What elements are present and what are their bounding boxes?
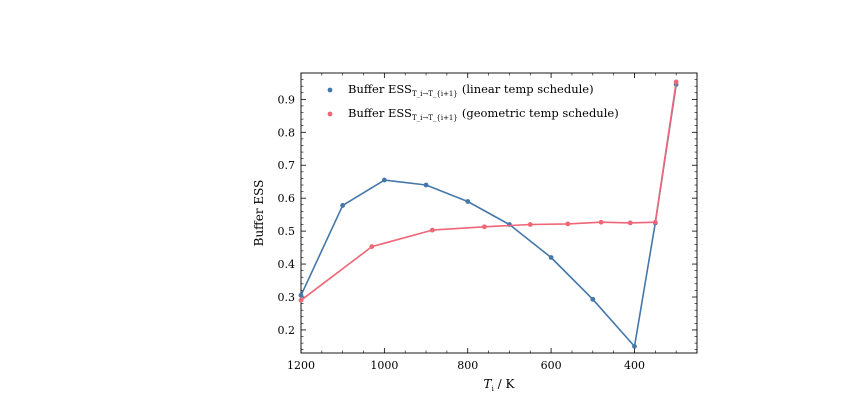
y-tick-label: 0.9 xyxy=(278,93,296,106)
y-tick-label: 0.8 xyxy=(278,126,296,139)
data-point xyxy=(369,244,375,250)
data-point xyxy=(423,182,429,188)
y-tick-label: 0.4 xyxy=(278,258,296,271)
legend-marker xyxy=(327,111,333,117)
data-point xyxy=(548,255,554,260)
legend-entry: Buffer ESST_i→T_{i+1} (linear temp schedu… xyxy=(348,82,594,98)
y-tick-label: 0.5 xyxy=(278,225,296,238)
data-point xyxy=(298,292,304,298)
data-point xyxy=(482,224,487,230)
x-tick-label: 600 xyxy=(541,359,562,372)
data-point xyxy=(673,79,679,85)
data-point xyxy=(590,296,596,302)
x-tick-label: 1200 xyxy=(287,359,315,372)
y-axis-label: Buffer ESS xyxy=(252,180,266,247)
data-point xyxy=(465,199,471,204)
legend: Buffer ESST_i→T_{i+1} (linear temp schedu… xyxy=(327,82,619,122)
legend-marker xyxy=(327,87,333,93)
x-tick-label: 800 xyxy=(457,359,478,372)
data-point xyxy=(298,297,304,303)
data-point xyxy=(340,203,346,208)
series-line-1 xyxy=(300,84,677,348)
x-tick-label: 400 xyxy=(624,359,645,372)
y-tick-label: 0.2 xyxy=(278,324,296,337)
series-line-2 xyxy=(300,81,677,301)
series-layer xyxy=(298,79,679,349)
y-tick-label: 0.3 xyxy=(278,291,296,304)
data-point xyxy=(632,344,637,349)
plot-frame xyxy=(300,72,698,354)
y-tick-label: 0.6 xyxy=(278,192,296,205)
legend-entry: Buffer ESST_i→T_{i+1} (geometric temp sch… xyxy=(348,106,619,122)
x-tick-label: 1000 xyxy=(370,359,398,372)
data-point xyxy=(598,219,604,225)
data-point xyxy=(652,219,658,225)
data-point xyxy=(627,220,633,226)
data-point xyxy=(381,177,387,183)
y-tick-label: 0.7 xyxy=(278,159,296,172)
plot-area: 1200 1000 800 600 400 0.2 0.3 0.4 0.5 0.6 0.7 0.8 0.… xyxy=(278,72,698,372)
data-point xyxy=(565,221,571,227)
data-point xyxy=(527,222,533,227)
data-point xyxy=(429,227,435,233)
x-axis-label: Ti / K xyxy=(484,377,516,393)
